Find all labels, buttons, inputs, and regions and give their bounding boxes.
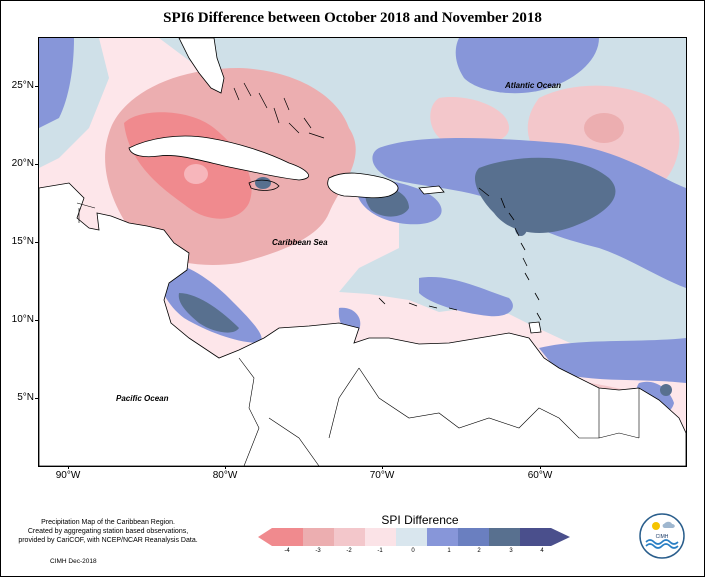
- footer-line: Precipitation Map of the Caribbean Regio…: [41, 519, 175, 526]
- land-lesser-antilles: [478, 187, 542, 321]
- legend-tick: -2: [346, 548, 352, 554]
- cimh-logo-icon: CIMH: [639, 513, 685, 559]
- label-atlantic-ocean: Atlantic Ocean: [505, 81, 562, 90]
- legend-tick: -4: [284, 548, 290, 554]
- legend-swatch: [458, 528, 489, 546]
- x-tick-mark: [382, 465, 383, 469]
- y-tick-label: 15°N: [11, 236, 34, 247]
- dry-region: [430, 97, 509, 145]
- land-jamaica: [248, 179, 280, 191]
- x-tick-mark: [68, 465, 69, 469]
- legend-swatch: [520, 528, 551, 546]
- x-tick-label: 60°W: [527, 470, 553, 481]
- logo-text: CIMH: [656, 534, 669, 540]
- label-pacific-ocean: Pacific Ocean: [116, 394, 169, 403]
- map-title: SPI6 Difference between October 2018 and…: [163, 10, 542, 26]
- wet-region: [419, 277, 513, 317]
- y-tick-label: 10°N: [11, 314, 34, 325]
- legend-tick: 3: [509, 548, 513, 554]
- legend-swatch: [303, 528, 334, 546]
- land-florida: [178, 38, 225, 94]
- footer-description: Precipitation Map of the Caribbean Regio…: [8, 518, 208, 545]
- land-colombia-coast: [238, 357, 260, 466]
- wet-region: [455, 38, 599, 94]
- x-tick-label: 90°W: [55, 470, 81, 481]
- land-yucatan-coast: [76, 202, 96, 223]
- legend-swatch: [427, 528, 458, 546]
- legend-tick: 4: [540, 548, 544, 554]
- y-tick-mark: [35, 164, 39, 165]
- legend-swatch: [489, 528, 520, 546]
- country-borders: [268, 367, 640, 466]
- land-bahamas: [233, 82, 325, 139]
- footer-line: Created by aggregating station based obs…: [27, 528, 189, 535]
- land-abc-islands: [378, 297, 458, 311]
- land-cuba: [128, 135, 309, 181]
- y-tick-mark: [35, 320, 39, 321]
- legend-tick: -3: [315, 548, 321, 554]
- land-hispaniola: [327, 172, 399, 199]
- label-caribbean-sea: Caribbean Sea: [272, 238, 328, 247]
- wet-strong-spot: [255, 177, 271, 189]
- legend-swatch: [365, 528, 396, 546]
- x-tick-mark: [225, 465, 226, 469]
- y-tick-mark: [35, 398, 39, 399]
- legend-swatch: [272, 528, 303, 546]
- legend-title: SPI Difference: [381, 513, 459, 527]
- legend-tick: 2: [477, 548, 481, 554]
- wet-strong-spot: [515, 220, 527, 236]
- wet-strong-region: [178, 293, 239, 333]
- x-tick-mark: [540, 465, 541, 469]
- legend-tick: 0: [411, 548, 415, 554]
- y-tick-label: 5°N: [17, 392, 34, 403]
- legend-arrow-left: [258, 528, 272, 546]
- map-panel: Atlantic Ocean Caribbean Sea Pacific Oce…: [38, 37, 687, 467]
- y-tick-label: 25°N: [11, 80, 34, 91]
- land-puerto-rico: [418, 185, 445, 195]
- legend-swatch: [396, 528, 427, 546]
- y-tick-mark: [35, 86, 39, 87]
- land-trinidad: [528, 321, 542, 334]
- dry-spot: [184, 164, 208, 184]
- legend-arrow-right: [551, 528, 570, 546]
- footer-credit: CIMH Dec-2018: [50, 558, 97, 565]
- y-tick-mark: [35, 242, 39, 243]
- legend-tick: 1: [447, 548, 451, 554]
- land-central-america: [39, 182, 686, 466]
- legend-tick: -1: [377, 548, 383, 554]
- wet-strong-spot: [660, 384, 672, 396]
- wet-region: [39, 38, 74, 128]
- spi-map: [39, 38, 686, 466]
- wet-region: [157, 262, 262, 343]
- footer-line: provided by CariCOF, with NCEP/NCAR Rean…: [18, 537, 198, 544]
- legend-colorbar: [258, 528, 570, 546]
- wet-region: [539, 338, 686, 383]
- legend-swatch: [334, 528, 365, 546]
- dry-spot: [584, 113, 624, 143]
- x-tick-label: 80°W: [212, 470, 238, 481]
- x-tick-label: 70°W: [369, 470, 395, 481]
- y-tick-label: 20°N: [11, 158, 34, 169]
